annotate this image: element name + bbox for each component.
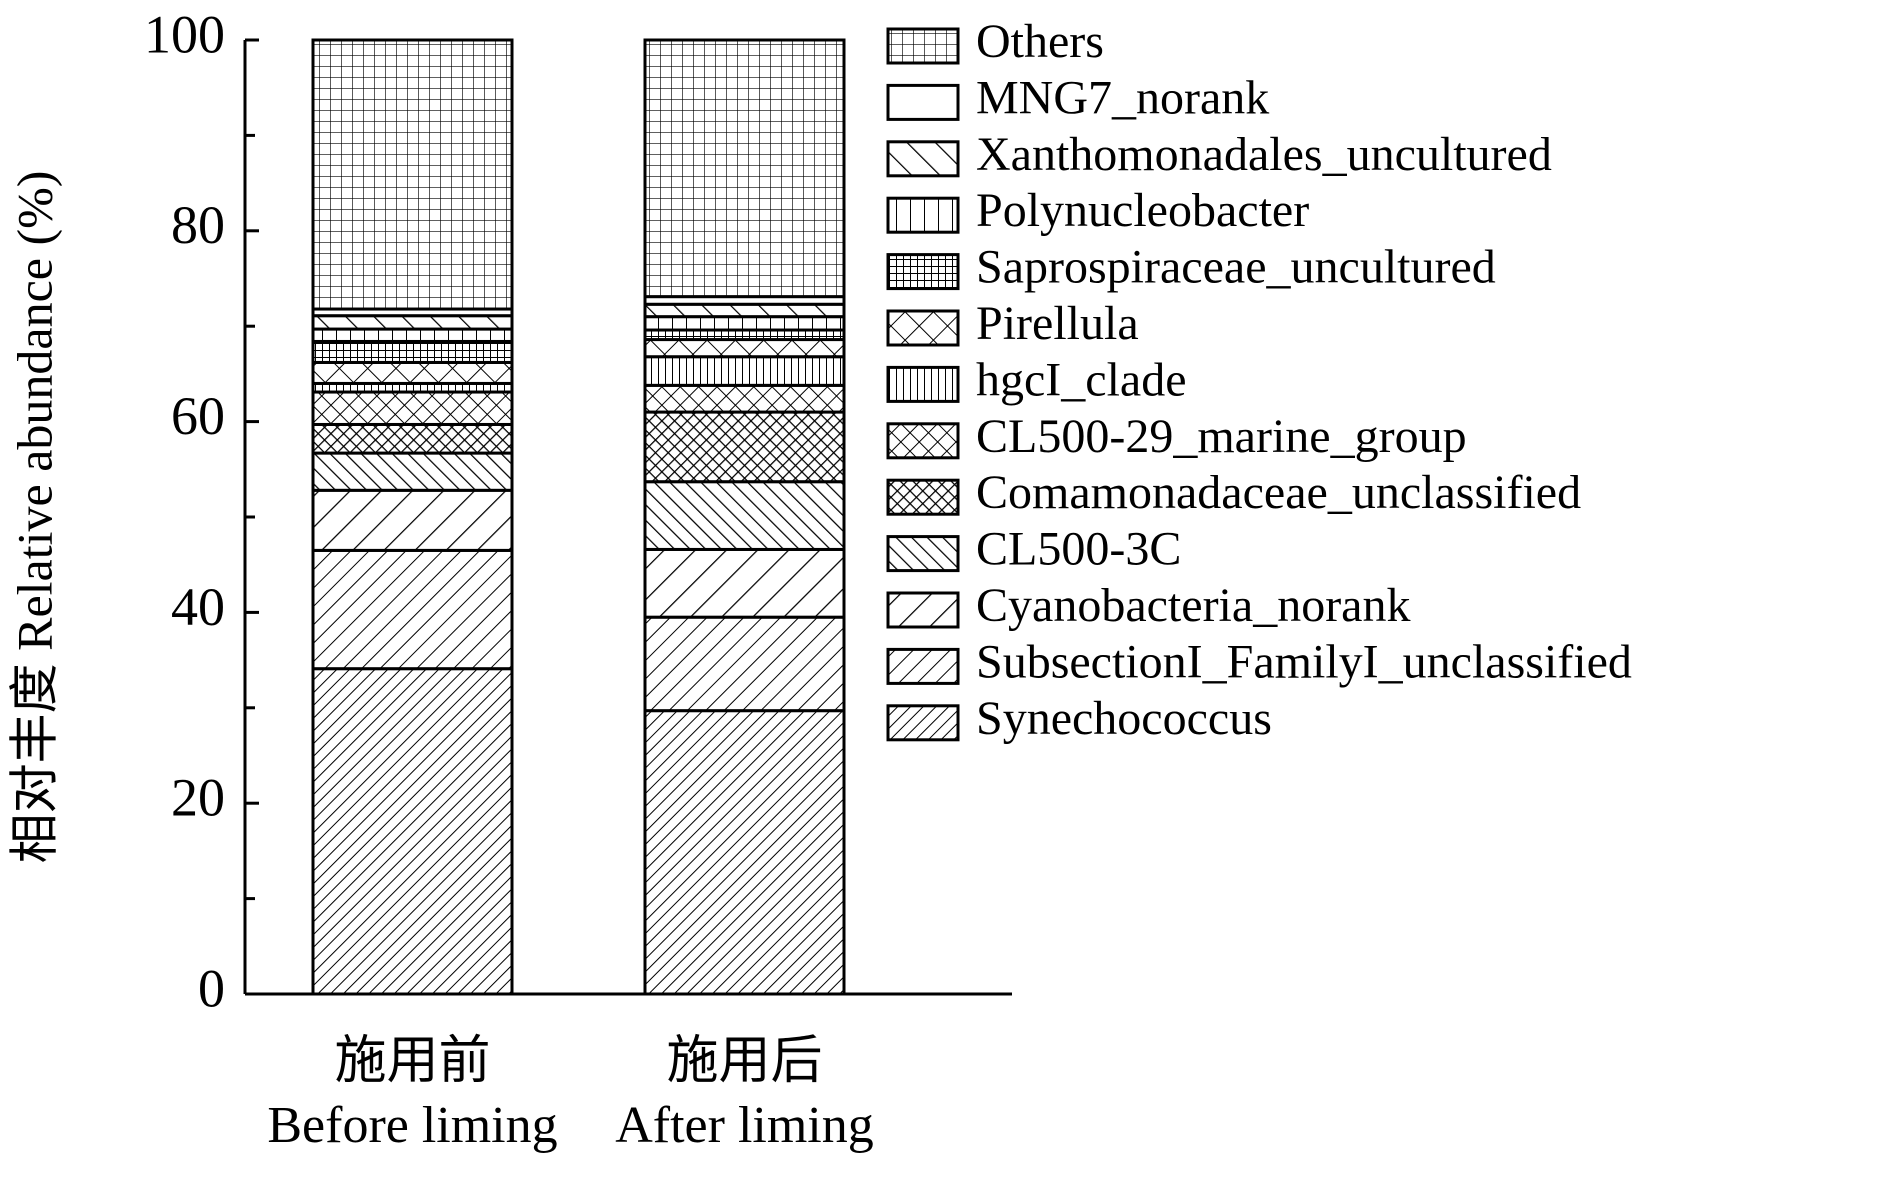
bar-segment — [311, 451, 514, 492]
legend-label: Pirellula — [976, 297, 1139, 350]
x-tick-label: 施用前 Before liming — [267, 1033, 558, 1154]
legend-swatch — [886, 591, 960, 629]
legend-swatch — [886, 140, 960, 178]
bar-segment — [311, 38, 514, 311]
legend-swatch — [886, 196, 960, 234]
bar-segment — [311, 314, 514, 331]
bar-segment — [643, 615, 846, 713]
bar-segment — [643, 547, 846, 619]
y-tick-label: 40 — [171, 577, 225, 637]
x-tick-label: 施用后 After liming — [615, 1033, 874, 1154]
legend-swatch — [886, 365, 960, 403]
legend-label: CL500-3C — [976, 523, 1181, 576]
legend-swatch — [886, 83, 960, 121]
bar-segment — [643, 338, 846, 359]
bar-segment — [311, 667, 514, 996]
legend-label: SubsectionI_FamilyI_unclassified — [976, 635, 1632, 688]
bar-segment — [311, 339, 514, 364]
legend-label: Cyanobacteria_norank — [976, 579, 1410, 632]
legend-label: Saprospiraceae_uncultured — [976, 241, 1496, 294]
legend-swatch — [886, 27, 960, 65]
legend-label: Comamonadaceae_unclassified — [976, 466, 1581, 519]
bar-segment — [643, 315, 846, 332]
bar-segment — [311, 390, 514, 426]
legend-label: hgcI_clade — [976, 353, 1187, 406]
legend-swatch — [886, 478, 960, 516]
bar-segment — [643, 302, 846, 319]
bar-segment — [311, 360, 514, 385]
bar-segment — [311, 548, 514, 671]
legend-label: Polynucleobacter — [976, 184, 1309, 237]
bar-segment — [643, 410, 846, 484]
bar-segment — [311, 327, 514, 343]
y-axis-title: 相对丰度 Relative abundance (%) — [6, 171, 62, 864]
bar-segment — [643, 38, 846, 299]
bar-segment — [643, 383, 846, 414]
bar-segment — [643, 355, 846, 387]
legend-swatch — [886, 704, 960, 742]
y-tick-label: 80 — [171, 195, 225, 255]
legend-swatch — [886, 422, 960, 460]
legend-swatch — [886, 309, 960, 347]
y-tick-label: 100 — [144, 4, 225, 64]
legend-swatch — [886, 253, 960, 291]
legend-label: Xanthomonadales_uncultured — [976, 128, 1552, 181]
legend-label: MNG7_norank — [976, 71, 1269, 124]
legend-label: CL500-29_marine_group — [976, 410, 1467, 463]
legend-swatch — [886, 535, 960, 573]
legend-label: Others — [976, 15, 1104, 68]
y-tick-label: 20 — [171, 768, 225, 828]
legend-swatch — [886, 647, 960, 685]
y-tick-label: 60 — [171, 386, 225, 446]
legend-label: Synechococcus — [976, 692, 1272, 745]
bar-segment — [311, 488, 514, 552]
bar-segment — [643, 709, 846, 996]
bar-segment — [311, 422, 514, 455]
y-tick-label: 0 — [198, 958, 225, 1018]
bar-segment — [643, 480, 846, 551]
